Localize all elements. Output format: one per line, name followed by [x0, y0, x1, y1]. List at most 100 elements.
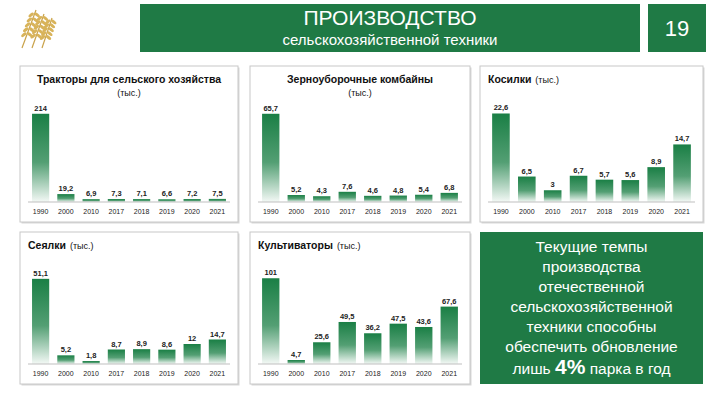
data-label: 4,3: [317, 186, 327, 195]
data-label: 6,6: [162, 189, 172, 198]
x-tick-label: 2021: [441, 370, 457, 377]
note-text: Текущие темпы производства отечественной…: [490, 237, 693, 379]
data-label: 5,6: [625, 170, 635, 179]
data-label: 51,1: [33, 269, 48, 278]
x-tick-label: 2000: [58, 370, 74, 377]
x-tick-label: 2010: [314, 370, 330, 377]
data-label: 36,2: [365, 323, 380, 332]
panel-frame: [250, 232, 470, 384]
data-label: 14,7: [675, 134, 690, 143]
logo-grain: [50, 19, 57, 25]
bars: [262, 114, 458, 202]
x-tick-label: 2019: [159, 208, 175, 215]
x-tick-label: 2021: [441, 208, 457, 215]
bar: [339, 192, 356, 202]
bar: [622, 180, 640, 202]
x-tick-label: 2000: [288, 208, 304, 215]
bar: [518, 177, 536, 202]
chart-title-line: Культиваторы (тыс.): [258, 239, 360, 251]
x-tick-label: 2018: [134, 370, 150, 377]
bar: [390, 324, 407, 364]
header-band: [140, 4, 640, 52]
x-tick-label: 2017: [571, 208, 587, 215]
panel-frame: [20, 232, 238, 384]
chart-title: Зерноуборочные комбайны: [287, 73, 433, 85]
data-label: 19,2: [59, 184, 74, 193]
data-label: 1,8: [86, 351, 96, 360]
data-label: 49,5: [340, 312, 355, 321]
bar: [313, 342, 330, 364]
data-label: 5,4: [419, 185, 430, 194]
header-title: ПРОИЗВОДСТВО: [303, 6, 476, 29]
logo: [20, 10, 57, 48]
bar: [313, 196, 330, 202]
data-label: 7,2: [187, 189, 197, 198]
bar: [673, 144, 691, 202]
labels: 10119904,7200025,6201049,5201736,2201847…: [263, 268, 457, 377]
x-tick-label: 2020: [416, 370, 432, 377]
bar: [288, 360, 305, 364]
bar: [288, 195, 305, 202]
chart-title-line: Сеялки(тыс.): [28, 239, 94, 251]
x-tick-label: 2017: [109, 370, 125, 377]
data-label: 65,7: [263, 104, 278, 113]
bar: [415, 327, 432, 364]
x-tick-label: 2020: [184, 370, 200, 377]
x-tick-label: 2020: [648, 208, 664, 215]
chart-panel: Тракторы для сельского хозяйства(тыс.)21…: [20, 66, 240, 224]
logo-grain: [20, 31, 27, 37]
data-label: 7,3: [111, 189, 121, 198]
x-tick-label: 2018: [365, 208, 381, 215]
bar: [209, 340, 226, 365]
x-tick-label: 2017: [339, 370, 355, 377]
bar: [339, 322, 356, 364]
bar: [544, 190, 562, 202]
data-label: 6,9: [86, 189, 96, 198]
chart-title: Культиваторы: [258, 239, 333, 251]
bars: [262, 278, 458, 364]
bar: [441, 307, 458, 364]
data-label: 25,6: [314, 332, 329, 341]
x-tick-label: 2000: [58, 208, 74, 215]
data-label: 6,7: [573, 166, 583, 175]
bars: [492, 113, 691, 202]
page-number: 19: [665, 16, 689, 41]
x-tick-label: 2021: [210, 208, 226, 215]
data-label: 7,1: [136, 189, 146, 198]
chart-subtitle: (тыс.): [348, 88, 372, 98]
logo-grain: [44, 19, 51, 25]
data-label: 5,2: [61, 345, 71, 354]
data-label: 7,6: [342, 182, 352, 191]
data-label: 14,7: [210, 330, 225, 339]
chart-panel: Культиваторы(тыс.)10119904,7200025,62010…: [250, 232, 472, 386]
bar: [262, 278, 279, 364]
bar: [108, 350, 125, 365]
bars: [32, 279, 226, 364]
labels: 51,119905,220001,820108,720178,920188,62…: [33, 269, 225, 377]
data-label: 3: [551, 180, 555, 189]
x-tick-label: 2019: [390, 370, 406, 377]
chart-subtitle: (тыс.): [337, 241, 361, 251]
labels: 65,719905,220004,320107,620174,620184,82…: [263, 104, 457, 215]
bar: [364, 196, 381, 202]
chart-title-line: Косилки(тыс.): [488, 73, 559, 85]
logo-grain: [22, 27, 29, 33]
logo-grain: [26, 17, 33, 23]
x-axis-line: [488, 202, 695, 203]
page-box: [648, 4, 706, 52]
x-axis-line: [258, 364, 462, 365]
bar: [184, 344, 201, 364]
data-label: 8,6: [162, 340, 172, 349]
x-tick-label: 2000: [519, 208, 535, 215]
bar: [647, 167, 665, 202]
x-tick-label: 2010: [83, 370, 99, 377]
x-tick-label: 2019: [623, 208, 639, 215]
data-label: 7,5: [212, 189, 222, 198]
data-label: 8,7: [111, 340, 121, 349]
chart-title: Сеялки: [28, 239, 66, 251]
bar: [570, 176, 588, 202]
bar: [158, 350, 175, 364]
data-label: 5,7: [599, 170, 609, 179]
bar: [57, 194, 74, 202]
logo-stem: [32, 14, 44, 48]
